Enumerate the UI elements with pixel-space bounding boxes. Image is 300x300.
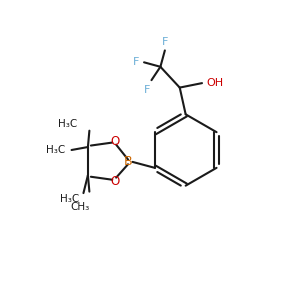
Text: H₃C: H₃C [46, 145, 66, 155]
Text: F: F [144, 85, 150, 94]
Text: H₃C: H₃C [60, 194, 79, 204]
Text: F: F [162, 38, 168, 47]
Text: OH: OH [206, 78, 224, 88]
Text: B: B [124, 155, 132, 168]
Text: CH₃: CH₃ [71, 202, 90, 212]
Text: O: O [110, 175, 119, 188]
Text: F: F [133, 57, 140, 67]
Text: O: O [110, 135, 119, 148]
Text: H₃C: H₃C [58, 119, 77, 129]
